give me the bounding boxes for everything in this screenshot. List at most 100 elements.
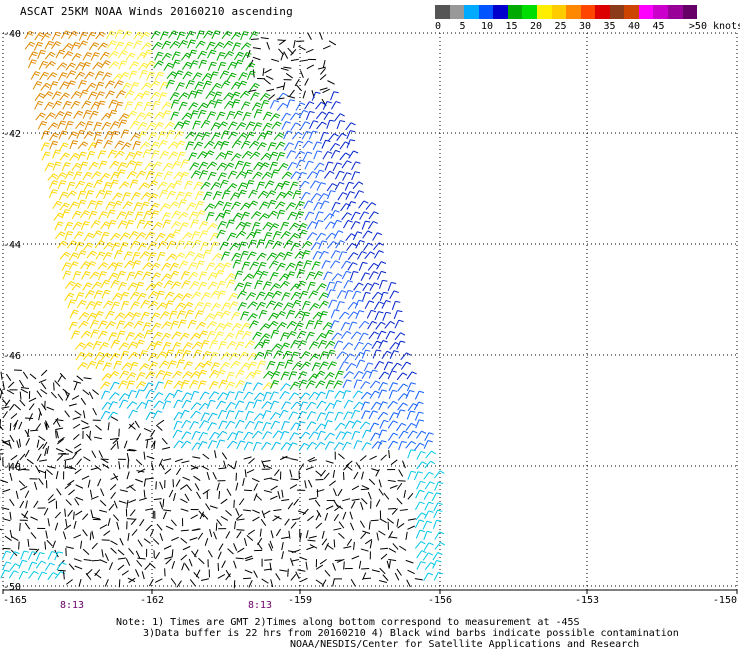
wind-barb xyxy=(9,422,12,431)
wind-barb xyxy=(405,531,408,540)
wind-barb xyxy=(92,407,97,416)
wind-barb xyxy=(151,322,162,331)
wind-barb xyxy=(107,220,117,230)
wind-barb xyxy=(147,131,158,141)
wind-barb xyxy=(183,191,193,201)
wind-barb xyxy=(117,549,125,556)
wind-barb xyxy=(331,273,343,281)
wind-barb xyxy=(108,562,113,570)
wind-barb xyxy=(79,210,91,219)
wind-barb xyxy=(138,363,150,371)
wind-barb xyxy=(372,349,382,359)
wind-barb xyxy=(338,532,345,539)
wind-barb xyxy=(414,578,423,581)
wind-barb xyxy=(64,508,67,517)
wind-barb xyxy=(353,440,363,450)
wind-barb xyxy=(164,556,173,560)
wind-barb xyxy=(182,476,191,481)
wind-barb xyxy=(407,525,415,530)
wind-barb xyxy=(161,262,172,271)
wind-barb xyxy=(290,339,300,349)
wind-barb xyxy=(128,547,135,555)
wind-barb xyxy=(192,72,203,81)
wind-barb xyxy=(369,540,373,549)
wind-barb xyxy=(346,242,357,251)
wind-barb xyxy=(86,150,96,161)
wind-barb xyxy=(220,310,231,319)
wind-barb xyxy=(190,514,198,520)
wind-barb xyxy=(57,393,64,401)
wind-barb xyxy=(194,89,204,99)
wind-barb xyxy=(355,310,365,320)
wind-barb xyxy=(174,458,183,463)
wind-barb xyxy=(138,182,150,191)
wind-barb xyxy=(206,472,210,480)
wind-barb xyxy=(143,210,153,220)
wind-barb xyxy=(307,539,316,542)
wind-barb xyxy=(147,241,158,250)
wind-barb xyxy=(175,191,185,201)
wind-barb xyxy=(97,42,109,51)
wind-barb xyxy=(434,542,446,550)
wind-barb xyxy=(95,31,106,40)
wind-barb xyxy=(39,459,48,462)
wind-barb xyxy=(382,574,389,581)
wind-barb xyxy=(138,350,148,360)
wind-barb xyxy=(235,330,244,340)
wind-barb xyxy=(134,420,140,428)
wind-barb xyxy=(9,551,20,560)
wind-barb xyxy=(245,292,257,301)
wind-barb xyxy=(54,221,64,231)
wind-barb xyxy=(319,74,327,81)
wind-barb xyxy=(186,484,192,492)
wind-barb xyxy=(299,290,309,300)
wind-barb xyxy=(150,429,156,438)
wind-barb xyxy=(161,446,171,450)
wind-barb xyxy=(100,60,111,69)
wind-barb xyxy=(167,360,177,370)
wind-barb xyxy=(281,536,290,540)
wind-barb xyxy=(97,262,109,270)
wind-barb xyxy=(316,121,327,130)
wind-barb xyxy=(358,261,368,271)
wind-barb xyxy=(18,438,21,447)
wind-barb xyxy=(209,339,219,349)
wind-barb xyxy=(260,518,267,527)
wind-barb xyxy=(79,161,89,171)
wind-barb xyxy=(201,465,209,471)
wind-barb xyxy=(252,441,262,451)
wind-barb xyxy=(35,560,47,569)
wind-barb xyxy=(189,579,196,587)
wind-barb xyxy=(270,530,274,539)
wind-barb xyxy=(286,271,296,281)
wind-barb xyxy=(387,479,396,483)
wind-barb xyxy=(67,299,77,309)
wind-barb xyxy=(321,260,331,269)
wind-barb xyxy=(146,71,156,81)
wind-barb xyxy=(253,483,258,491)
wind-barb xyxy=(202,80,212,90)
wind-barb xyxy=(114,262,124,272)
wind-barb xyxy=(73,443,82,449)
wind-barb xyxy=(301,240,313,249)
wind-barb xyxy=(277,491,281,499)
wind-barb xyxy=(27,561,38,571)
wind-barb xyxy=(104,80,115,89)
wind-barb xyxy=(257,542,263,550)
wind-barb xyxy=(318,240,328,250)
wind-barb xyxy=(153,498,162,501)
wind-barb xyxy=(59,81,70,90)
wind-barb xyxy=(263,489,272,493)
wind-barb xyxy=(124,90,135,99)
wind-barb xyxy=(9,434,15,443)
wind-barb xyxy=(126,170,137,180)
wind-barb xyxy=(388,548,397,553)
wind-barb xyxy=(371,441,383,449)
wind-barb xyxy=(326,544,334,550)
wind-barb xyxy=(150,141,160,151)
wind-barb xyxy=(346,139,356,149)
wind-barb xyxy=(326,281,335,291)
wind-barb xyxy=(73,382,78,391)
wind-barb xyxy=(218,379,228,389)
wind-barb xyxy=(98,450,103,458)
